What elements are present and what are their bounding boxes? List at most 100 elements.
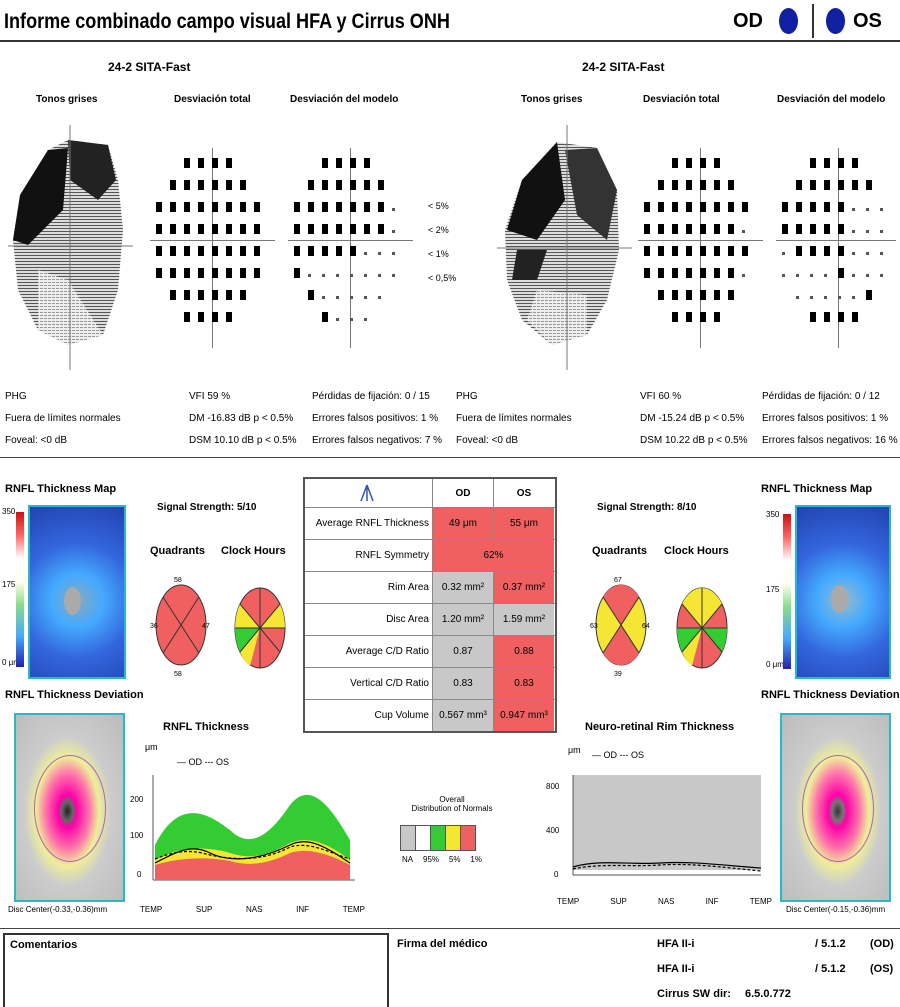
- rim-thickness-chart: [572, 775, 762, 876]
- probability-symbol: [212, 290, 218, 300]
- probability-symbol: [322, 202, 328, 212]
- probability-symbol: [322, 296, 325, 299]
- probability-symbol: [838, 268, 844, 278]
- probability-symbol: [796, 224, 802, 234]
- probability-symbol: [184, 202, 190, 212]
- os-signal-strength: Signal Strength: 8/10: [597, 502, 697, 513]
- os-pattern-deviation-plot: [776, 148, 900, 348]
- probability-symbol: [866, 252, 869, 255]
- probability-symbol: [226, 202, 232, 212]
- probability-symbol: [378, 180, 384, 190]
- probability-symbol: [810, 296, 813, 299]
- probability-symbol: [198, 158, 204, 168]
- hfa-os-version: / 5.1.2: [815, 963, 846, 975]
- probability-symbol: [170, 224, 176, 234]
- probability-symbol: [184, 158, 190, 168]
- probability-symbol: [336, 224, 342, 234]
- od-quad-n: 47: [202, 623, 210, 630]
- od-eye-icon: [779, 8, 798, 34]
- probability-symbol: [782, 202, 788, 212]
- probability-symbol: [644, 268, 650, 278]
- rim-y400: 400: [546, 826, 560, 835]
- probability-symbol: [336, 318, 339, 321]
- rnfl-y100: 100: [130, 831, 144, 840]
- dist-title-1: Overall: [439, 795, 465, 804]
- probability-symbol: [700, 246, 706, 256]
- probability-symbol: [658, 202, 664, 212]
- od-grey-label: Tonos grises: [36, 94, 98, 105]
- dist-na: NA: [402, 855, 414, 864]
- od-dev-title: RNFL Thickness Deviation: [5, 689, 144, 701]
- rim-chart-title: Neuro-retinal Rim Thickness: [585, 721, 735, 733]
- cirrus-version: 6.5.0.772: [745, 988, 791, 1000]
- hfa-od-eye: (OD): [870, 938, 894, 950]
- probability-symbol: [796, 246, 802, 256]
- rim-y0: 0: [554, 870, 559, 879]
- probability-symbol: [742, 274, 745, 277]
- probability-symbol: [728, 246, 734, 256]
- probability-symbol: [156, 202, 162, 212]
- rim-x-sup: SUP: [610, 897, 627, 906]
- swatch-green: [431, 826, 446, 850]
- os-quad-n: 64: [642, 623, 650, 630]
- probability-symbol: [184, 268, 190, 278]
- probability-symbol: [782, 224, 788, 234]
- probability-symbol: [294, 202, 300, 212]
- swatch-na: [401, 826, 416, 850]
- probability-symbol: [742, 246, 748, 256]
- probability-symbol: [686, 290, 692, 300]
- os-disc-center: Disc Center(-0.15,-0.36)mm: [786, 905, 886, 914]
- probability-symbol: [714, 290, 720, 300]
- probability-symbol: [838, 180, 844, 190]
- probability-symbol: [686, 312, 692, 322]
- probability-symbol: [294, 246, 300, 256]
- probability-symbol: [336, 158, 342, 168]
- od-deviation-map: [14, 713, 125, 902]
- hfa-os-label: HFA II-i: [657, 963, 695, 975]
- dist-title-2: Distribution of Normals: [411, 804, 493, 813]
- probability-symbol: [170, 202, 176, 212]
- probability-symbol: [226, 246, 232, 256]
- comments-box[interactable]: Comentarios: [3, 933, 389, 1007]
- od-thickness-map: [28, 505, 126, 679]
- row-os: 0.947 mm³: [494, 700, 554, 731]
- probability-symbol: [796, 296, 799, 299]
- os-grey-label: Tonos grises: [521, 94, 583, 105]
- rnfl-xticks: TEMP SUP NAS INF TEMP: [140, 905, 365, 914]
- probability-symbol: [686, 268, 692, 278]
- row-label: Average C/D Ratio: [305, 636, 433, 667]
- row-label: Vertical C/D Ratio: [305, 668, 433, 699]
- os-greyscale-map: [497, 125, 632, 370]
- dist-5: 5%: [448, 855, 461, 864]
- rim-x-temp2: TEMP: [749, 897, 772, 906]
- probability-symbol: [226, 224, 232, 234]
- row-od: 0.83: [433, 668, 494, 699]
- os-reliability: Pérdidas de fijación: 0 / 12 Errores fal…: [762, 386, 898, 452]
- os-quad-s: 67: [614, 577, 622, 584]
- probability-symbol: [852, 312, 858, 322]
- od-scale-top: 350: [2, 507, 16, 516]
- probability-symbol: [336, 202, 342, 212]
- probability-symbol: [378, 252, 381, 255]
- dist-labels: NA 95% 5% 1%: [402, 855, 482, 864]
- probability-symbol: [714, 180, 720, 190]
- rim-y800: 800: [546, 782, 560, 791]
- probability-symbol: [672, 268, 678, 278]
- probability-symbol: [782, 252, 785, 255]
- os-quadrants-label: Quadrants: [592, 545, 648, 557]
- probability-symbol: [198, 202, 204, 212]
- od-pattern-label: Desviación del modelo: [290, 94, 399, 105]
- probability-symbol: [364, 296, 367, 299]
- probability-symbol: [322, 312, 328, 322]
- probability-symbol: [714, 224, 720, 234]
- probability-symbol: [714, 246, 720, 256]
- header-rule: [0, 40, 900, 42]
- probability-symbol: [658, 224, 664, 234]
- probability-symbol: [378, 274, 381, 277]
- probability-symbol: [198, 290, 204, 300]
- od-quad-s: 58: [174, 577, 182, 584]
- probability-symbol: [686, 246, 692, 256]
- os-label: OS: [853, 10, 882, 32]
- os-quadrant-chart: 67 63 64 39: [590, 577, 650, 678]
- rim-x-inf: INF: [705, 897, 719, 906]
